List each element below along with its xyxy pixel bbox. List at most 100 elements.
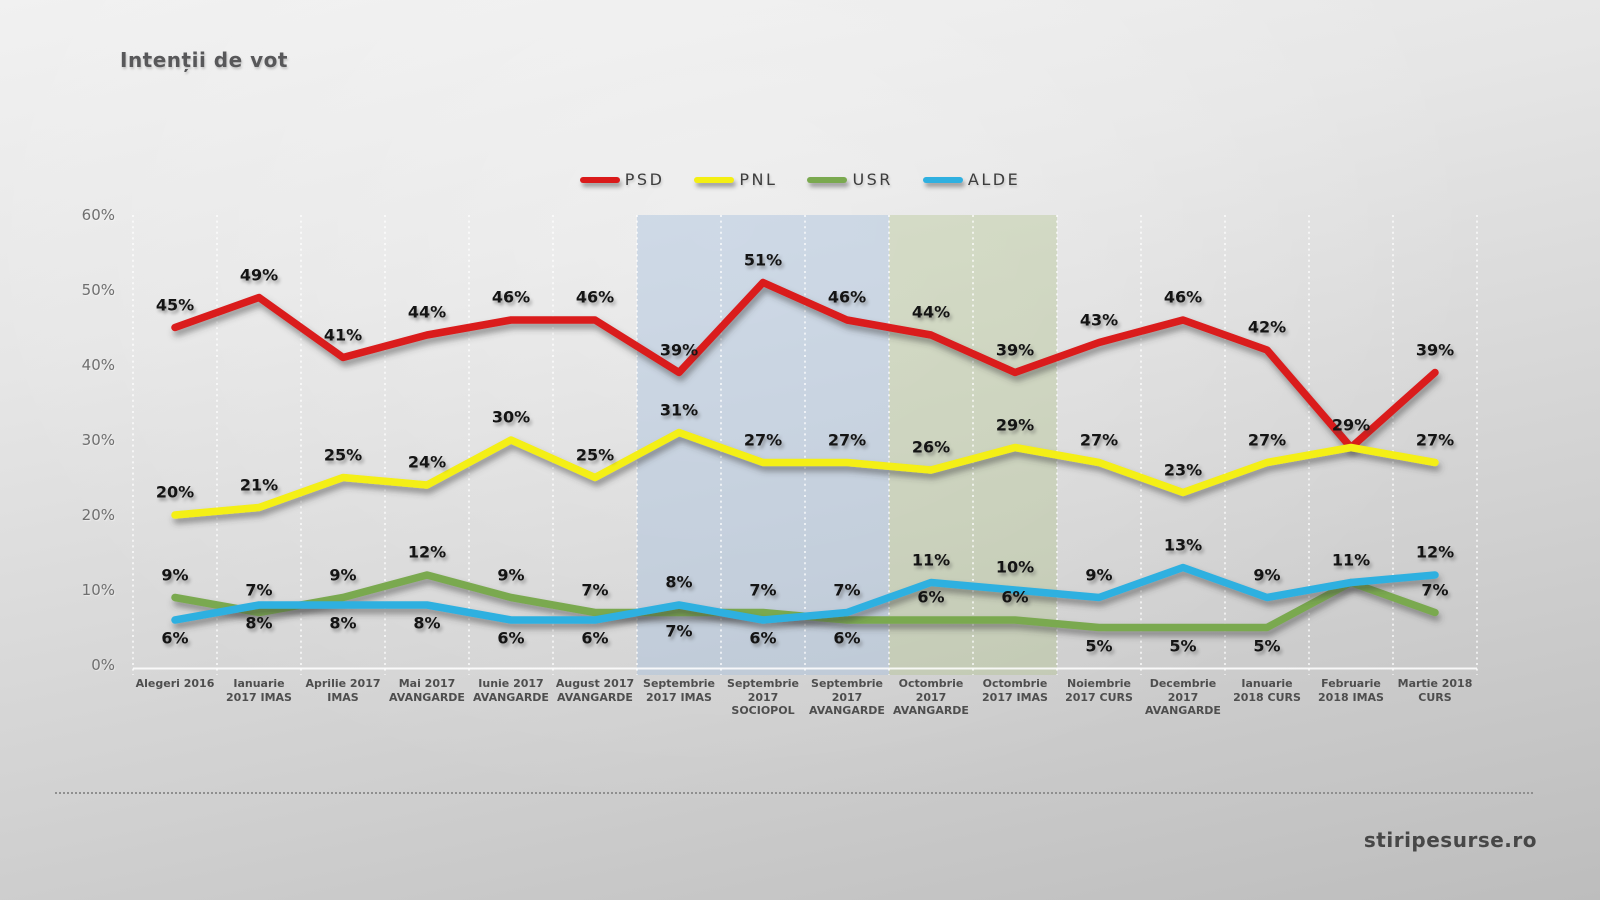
data-label-pnl: 31%: [659, 400, 699, 419]
data-label-pnl: 24%: [407, 452, 447, 472]
data-label-pnl: 27%: [1415, 430, 1455, 449]
data-label-pnl: 21%: [239, 475, 279, 494]
x-tick-label: Februarie 2018 IMAS: [1305, 677, 1397, 704]
data-label-alde: 9%: [1253, 565, 1281, 584]
data-label-psd: 39%: [995, 340, 1035, 359]
data-label-alde: 8%: [413, 613, 441, 633]
x-tick-line: Octombrie: [982, 677, 1048, 690]
data-label-psd: 44%: [407, 302, 447, 322]
data-label-psd: 41%: [323, 325, 363, 344]
x-tick-line: Septembrie: [643, 677, 715, 690]
x-tick-line: AVANGARDE: [809, 704, 885, 717]
x-tick-line: Septembrie: [727, 677, 799, 690]
legend-swatch-pnl: [694, 176, 735, 183]
x-tick-line: 2018 IMAS: [1318, 690, 1384, 704]
chart-title: Intenții de vot: [120, 48, 288, 72]
data-label-pnl: 25%: [323, 445, 363, 464]
legend-label: USR: [852, 170, 893, 189]
data-label-usr: 6%: [917, 587, 945, 607]
y-tick-label: 20%: [81, 506, 115, 524]
legend-item-usr: USR: [807, 170, 892, 189]
data-label-alde: 6%: [581, 628, 609, 648]
data-label-usr: 7%: [581, 580, 609, 599]
highlight-band-0: [637, 215, 889, 675]
x-tick-label: Ianuarie 2018 CURS: [1221, 677, 1313, 704]
x-tick-line: SOCIOPOL: [731, 704, 795, 717]
data-label-psd: 46%: [575, 287, 615, 307]
y-tick-label: 10%: [81, 581, 115, 599]
x-tick-label: Ianuarie 2017 IMAS: [213, 677, 305, 704]
series-line-pnl: [171, 428, 1439, 519]
x-tick-line: Alegeri 2016: [135, 677, 215, 690]
x-tick-label: Alegeri 2016: [129, 677, 221, 691]
data-label-pnl: 20%: [155, 482, 195, 502]
x-tick-label: August 2017 AVANGARDE: [549, 677, 641, 704]
data-label-usr: 12%: [407, 542, 447, 562]
data-label-alde: 6%: [161, 628, 189, 648]
x-tick-line: 2017 IMAS: [226, 690, 292, 704]
data-label-pnl: 27%: [743, 430, 783, 449]
data-label-alde: 11%: [911, 550, 951, 569]
legend-item-alde: ALDE: [922, 170, 1021, 189]
data-label-pnl: 27%: [827, 430, 867, 449]
data-label-usr: 7%: [245, 580, 273, 599]
data-label-usr: 9%: [497, 565, 525, 584]
x-tick-label: Mai 2017 AVANGARDE: [381, 677, 473, 704]
x-tick-line: August 2017: [555, 677, 635, 690]
x-tick-line: Ianuarie: [233, 677, 285, 690]
data-label-psd: 42%: [1247, 317, 1287, 337]
x-tick-line: 2017: [747, 690, 779, 704]
legend-label: PNL: [739, 170, 778, 189]
x-tick-line: Decembrie: [1149, 677, 1217, 690]
data-label-psd: 46%: [491, 287, 531, 307]
legend: PSD PNL USR ALDE: [0, 170, 1600, 189]
data-label-pnl: 27%: [1079, 430, 1119, 449]
data-label-alde: 13%: [1163, 535, 1203, 554]
x-tick-line: AVANGARDE: [473, 690, 549, 704]
data-label-pnl: 26%: [911, 437, 951, 457]
data-label-alde: 6%: [749, 628, 777, 648]
legend-swatch-usr: [807, 176, 848, 183]
data-label-psd: 45%: [155, 295, 195, 314]
x-tick-label: Aprilie 2017 IMAS: [297, 677, 389, 704]
x-tick-line: AVANGARDE: [557, 690, 633, 704]
x-tick-line: 2017 CURS: [1065, 690, 1133, 704]
data-label-psd: 46%: [1163, 287, 1203, 307]
data-label-pnl: 25%: [575, 445, 615, 464]
x-tick-line: AVANGARDE: [893, 704, 969, 717]
data-label-usr: 9%: [161, 565, 189, 584]
x-tick-line: Ianuarie: [1241, 677, 1293, 690]
data-label-psd: 51%: [743, 250, 783, 269]
x-tick-label: Noiembrie 2017 CURS: [1053, 677, 1145, 704]
data-label-usr: 6%: [1001, 587, 1029, 607]
x-tick-line: Iunie 2017: [478, 677, 544, 690]
data-label-alde: 8%: [329, 613, 357, 633]
x-tick-label: Septembrie 2017 AVANGARDE: [801, 677, 893, 718]
x-tick-label: Septembrie 2017 SOCIOPOL: [717, 677, 809, 718]
data-label-usr: 5%: [1253, 636, 1281, 655]
data-label-alde: 8%: [665, 572, 693, 592]
x-tick-label: Septembrie 2017 IMAS: [633, 677, 725, 704]
data-label-usr: 7%: [749, 580, 777, 599]
series-line-alde: [171, 563, 1439, 624]
data-label-psd: 43%: [1079, 310, 1119, 329]
legend-label: ALDE: [967, 170, 1021, 189]
data-label-psd: 39%: [1415, 340, 1455, 359]
x-tick-line: CURS: [1418, 690, 1452, 704]
y-tick-label: 30%: [81, 431, 115, 449]
series-line-psd: [171, 278, 1439, 452]
data-label-alde: 10%: [995, 557, 1035, 577]
x-tick-label: Iunie 2017 AVANGARDE: [465, 677, 557, 704]
y-tick-label: 40%: [81, 356, 115, 374]
x-tick-line: Noiembrie: [1067, 677, 1131, 690]
data-label-psd: 46%: [827, 287, 867, 307]
y-tick-label: 0%: [91, 656, 115, 674]
legend-item-psd: PSD: [579, 170, 665, 189]
x-tick-line: IMAS: [327, 690, 359, 704]
x-tick-line: AVANGARDE: [1145, 704, 1221, 717]
x-tick-line: 2017: [831, 690, 863, 704]
data-label-alde: 7%: [833, 580, 861, 599]
data-label-alde: 12%: [1415, 542, 1455, 562]
data-label-usr: 5%: [1169, 636, 1197, 655]
